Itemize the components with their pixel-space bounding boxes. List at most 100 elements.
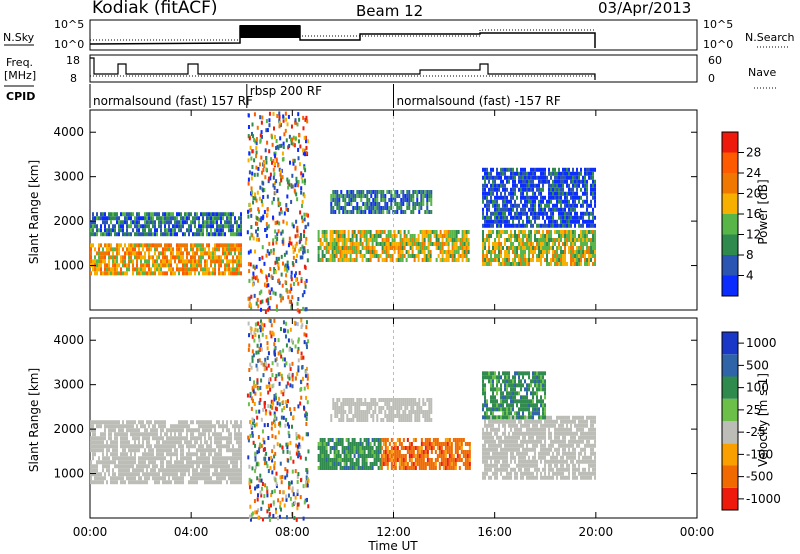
echo-cell <box>202 216 204 221</box>
echo-cell <box>186 440 188 445</box>
echo-cell <box>484 191 487 196</box>
echo-cell <box>580 234 583 238</box>
echo-cell <box>530 199 533 204</box>
echo-cell <box>468 446 471 450</box>
echo-cell <box>424 410 427 414</box>
echo-cell <box>110 432 112 437</box>
echo-cell <box>128 232 130 237</box>
echo-cell <box>176 251 178 256</box>
echo-cell <box>494 242 497 246</box>
echo-cell <box>168 247 170 252</box>
noise-cell <box>286 177 289 182</box>
freq-label-2: [MHz] <box>4 69 36 82</box>
echo-cell <box>422 466 425 470</box>
echo-cell <box>586 207 589 212</box>
echo-cell <box>180 420 182 425</box>
echo-cell <box>228 220 230 225</box>
echo-cell <box>182 468 184 473</box>
echo-cell <box>455 230 458 234</box>
echo-cell <box>494 447 497 452</box>
echo-cell <box>182 420 184 425</box>
echo-cell <box>160 432 162 437</box>
echo-cell <box>106 464 108 469</box>
echo-cell <box>394 402 397 406</box>
echo-cell <box>142 228 144 233</box>
echo-cell <box>126 224 128 229</box>
echo-cell <box>164 444 166 449</box>
echo-cell <box>520 262 523 266</box>
echo-cell <box>98 448 100 453</box>
echo-cell <box>580 223 583 228</box>
echo-cell <box>526 258 529 262</box>
echo-cell <box>110 247 112 252</box>
echo-cell <box>180 436 182 441</box>
echo-cell <box>578 262 581 266</box>
echo-cell <box>331 230 334 234</box>
noise-cell <box>284 111 287 116</box>
echo-cell <box>339 442 342 446</box>
echo-cell <box>110 420 112 425</box>
noise-cell <box>260 134 263 139</box>
echo-cell <box>486 431 489 436</box>
echo-cell <box>218 480 220 485</box>
echo-cell <box>339 230 342 234</box>
echo-cell <box>238 251 240 256</box>
echo-cell <box>498 467 501 472</box>
echo-cell <box>564 254 567 258</box>
echo-cell <box>462 462 465 466</box>
echo-cell <box>408 198 411 202</box>
echo-cell <box>110 440 112 445</box>
echo-cell <box>134 243 136 248</box>
noise-cell <box>250 176 253 181</box>
echo-cell <box>321 258 324 262</box>
echo-cell <box>540 238 543 242</box>
echo-cell <box>232 232 234 237</box>
echo-cell <box>234 436 236 441</box>
echo-cell <box>337 238 340 242</box>
echo-cell <box>232 476 234 481</box>
noise-cell <box>295 241 298 246</box>
noise-cell <box>250 213 253 218</box>
echo-cell <box>540 250 543 254</box>
noise-cell <box>268 123 271 128</box>
echo-cell <box>98 480 100 485</box>
echo-cell <box>146 456 148 461</box>
echo-cell <box>347 234 350 238</box>
echo-cell <box>333 258 336 262</box>
echo-cell <box>526 223 529 228</box>
echo-cell <box>102 432 104 437</box>
echo-cell <box>162 247 164 252</box>
echo-cell <box>588 203 591 208</box>
echo-cell <box>396 190 399 194</box>
echo-cell <box>168 440 170 445</box>
echo-cell <box>526 215 529 220</box>
echo-cell <box>330 210 333 214</box>
echo-cell <box>510 211 513 216</box>
echo-cell <box>457 238 460 242</box>
echo-cell <box>118 456 120 461</box>
echo-cell <box>96 480 98 485</box>
echo-cell <box>338 406 341 410</box>
echo-cell <box>338 194 341 198</box>
echo-cell <box>188 440 190 445</box>
echo-cell <box>380 454 383 458</box>
echo-cell <box>96 267 98 272</box>
echo-cell <box>390 198 393 202</box>
echo-cell <box>588 230 591 234</box>
echo-cell <box>554 175 557 180</box>
echo-cell <box>210 232 212 237</box>
echo-cell <box>357 446 360 450</box>
power-ylabel: Slant Range [km] <box>27 160 41 264</box>
echo-cell <box>394 202 397 206</box>
echo-cell <box>506 175 509 180</box>
echo-cell <box>506 230 509 234</box>
echo-cell <box>170 468 172 473</box>
echo-cell <box>349 242 352 246</box>
echo-cell <box>234 220 236 225</box>
echo-cell <box>200 228 202 233</box>
echo-cell <box>514 262 517 266</box>
echo-cell <box>498 242 501 246</box>
echo-cell <box>367 246 370 250</box>
echo-cell <box>386 202 389 206</box>
echo-cell <box>534 234 537 238</box>
